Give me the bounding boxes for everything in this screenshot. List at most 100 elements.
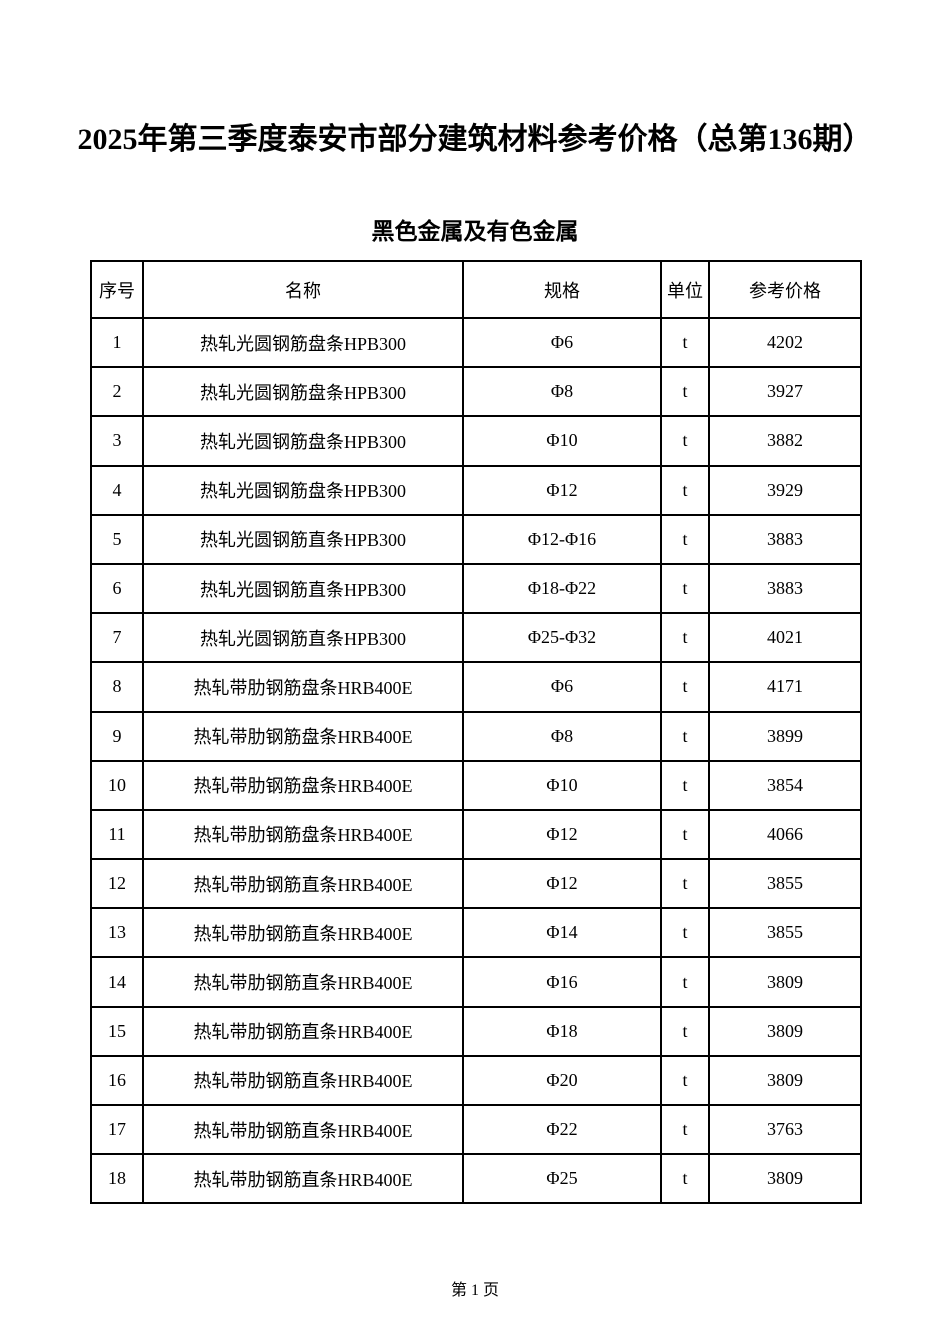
cell-price: 3882 — [708, 415, 862, 467]
table-row: 10 热轧带肋钢筋盘条HRB400E Φ10 t 3854 — [90, 759, 862, 811]
cell-price: 3929 — [708, 464, 862, 516]
cell-seq: 2 — [90, 366, 144, 418]
cell-spec: Φ14 — [462, 907, 662, 959]
cell-seq: 13 — [90, 907, 144, 959]
cell-seq: 17 — [90, 1103, 144, 1156]
cell-spec: Φ10 — [462, 415, 662, 467]
cell-spec: Φ12 — [462, 464, 662, 516]
column-header-4: 参考价格 — [708, 260, 862, 319]
column-header-0: 序号 — [90, 260, 144, 319]
table-row: 1 热轧光圆钢筋盘条HPB300 Φ6 t 4202 — [90, 316, 862, 369]
table-row: 11 热轧带肋钢筋盘条HRB400E Φ12 t 4066 — [90, 808, 862, 861]
cell-name: 热轧带肋钢筋直条HRB400E — [142, 1005, 464, 1057]
cell-name: 热轧带肋钢筋盘条HRB400E — [142, 808, 464, 861]
cell-seq: 8 — [90, 661, 144, 713]
table-row: 18 热轧带肋钢筋直条HRB400E Φ25 t 3809 — [90, 1153, 862, 1205]
cell-name: 热轧带肋钢筋盘条HRB400E — [142, 710, 464, 762]
cell-unit: t — [660, 956, 710, 1008]
price-table: 序号 名称 规格 单位 参考价格 1 热轧光圆钢筋盘条HPB300 Φ6 t 4202 2 热轧光圆… — [90, 260, 862, 1205]
cell-unit: t — [660, 1054, 710, 1107]
cell-price: 3927 — [708, 366, 862, 418]
cell-name: 热轧带肋钢筋直条HRB400E — [142, 1054, 464, 1107]
cell-unit: t — [660, 710, 710, 762]
table-row: 15 热轧带肋钢筋直条HRB400E Φ18 t 3809 — [90, 1005, 862, 1057]
cell-seq: 1 — [90, 316, 144, 369]
cell-unit: t — [660, 366, 710, 418]
cell-price: 4171 — [708, 661, 862, 713]
table-row: 4 热轧光圆钢筋盘条HPB300 Φ12 t 3929 — [90, 464, 862, 516]
cell-price: 3855 — [708, 858, 862, 910]
cell-spec: Φ16 — [462, 956, 662, 1008]
table-header: 序号 名称 规格 单位 参考价格 — [90, 260, 862, 319]
cell-price: 3809 — [708, 1005, 862, 1057]
cell-name: 热轧带肋钢筋直条HRB400E — [142, 1103, 464, 1156]
column-header-1: 名称 — [142, 260, 464, 319]
cell-unit: t — [660, 661, 710, 713]
cell-unit: t — [660, 562, 710, 615]
cell-name: 热轧光圆钢筋盘条HPB300 — [142, 316, 464, 369]
cell-unit: t — [660, 415, 710, 467]
cell-spec: Φ8 — [462, 366, 662, 418]
cell-name: 热轧带肋钢筋盘条HRB400E — [142, 759, 464, 811]
table-row: 5 热轧光圆钢筋直条HPB300 Φ12-Φ16 t 3883 — [90, 513, 862, 565]
cell-seq: 18 — [90, 1153, 144, 1205]
cell-spec: Φ6 — [462, 661, 662, 713]
table-row: 2 热轧光圆钢筋盘条HPB300 Φ8 t 3927 — [90, 366, 862, 418]
table-row: 12 热轧带肋钢筋直条HRB400E Φ12 t 3855 — [90, 858, 862, 910]
table-row: 8 热轧带肋钢筋盘条HRB400E Φ6 t 4171 — [90, 661, 862, 713]
cell-price: 3883 — [708, 562, 862, 615]
table-header-row: 序号 名称 规格 单位 参考价格 — [90, 260, 862, 319]
cell-price: 3809 — [708, 1054, 862, 1107]
cell-spec: Φ20 — [462, 1054, 662, 1107]
cell-price: 3809 — [708, 1153, 862, 1205]
section-title: 黑色金属及有色金属 — [371, 218, 579, 244]
cell-seq: 16 — [90, 1054, 144, 1107]
column-header-2: 规格 — [462, 260, 662, 319]
cell-spec: Φ18 — [462, 1005, 662, 1057]
cell-spec: Φ18-Φ22 — [462, 562, 662, 615]
cell-unit: t — [660, 759, 710, 811]
cell-spec: Φ8 — [462, 710, 662, 762]
page-number: 第 1 页 — [450, 1282, 499, 1299]
cell-seq: 14 — [90, 956, 144, 1008]
cell-price: 3855 — [708, 907, 862, 959]
cell-name: 热轧带肋钢筋直条HRB400E — [142, 1153, 464, 1205]
cell-unit: t — [660, 1103, 710, 1156]
cell-price: 3809 — [708, 956, 862, 1008]
cell-name: 热轧光圆钢筋盘条HPB300 — [142, 464, 464, 516]
cell-unit: t — [660, 464, 710, 516]
cell-spec: Φ12-Φ16 — [462, 513, 662, 565]
cell-name: 热轧带肋钢筋直条HRB400E — [142, 907, 464, 959]
table-row: 3 热轧光圆钢筋盘条HPB300 Φ10 t 3882 — [90, 415, 862, 467]
cell-spec: Φ12 — [462, 808, 662, 861]
cell-spec: Φ22 — [462, 1103, 662, 1156]
table-row: 16 热轧带肋钢筋直条HRB400E Φ20 t 3809 — [90, 1054, 862, 1107]
column-header-3: 单位 — [660, 260, 710, 319]
table-row: 7 热轧光圆钢筋直条HPB300 Φ25-Φ32 t 4021 — [90, 612, 862, 664]
cell-unit: t — [660, 808, 710, 861]
table-row: 6 热轧光圆钢筋直条HPB300 Φ18-Φ22 t 3883 — [90, 562, 862, 615]
cell-spec: Φ6 — [462, 316, 662, 369]
document-title: 2025年第三季度泰安市部分建筑材料参考价格（总第136期） — [77, 123, 873, 156]
table-row: 14 热轧带肋钢筋直条HRB400E Φ16 t 3809 — [90, 956, 862, 1008]
cell-price: 3883 — [708, 513, 862, 565]
cell-unit: t — [660, 513, 710, 565]
cell-price: 3854 — [708, 759, 862, 811]
cell-name: 热轧光圆钢筋盘条HPB300 — [142, 415, 464, 467]
cell-price: 4202 — [708, 316, 862, 369]
cell-seq: 5 — [90, 513, 144, 565]
table-body: 1 热轧光圆钢筋盘条HPB300 Φ6 t 4202 2 热轧光圆钢筋盘条HPB300 Φ8 t… — [90, 316, 862, 1205]
cell-name: 热轧光圆钢筋盘条HPB300 — [142, 366, 464, 418]
table-row: 9 热轧带肋钢筋盘条HRB400E Φ8 t 3899 — [90, 710, 862, 762]
cell-price: 4021 — [708, 612, 862, 664]
table-row: 17 热轧带肋钢筋直条HRB400E Φ22 t 3763 — [90, 1103, 862, 1156]
cell-name: 热轧带肋钢筋盘条HRB400E — [142, 661, 464, 713]
cell-name: 热轧光圆钢筋直条HPB300 — [142, 562, 464, 615]
cell-spec: Φ25 — [462, 1153, 662, 1205]
cell-seq: 6 — [90, 562, 144, 615]
cell-name: 热轧光圆钢筋直条HPB300 — [142, 612, 464, 664]
cell-seq: 15 — [90, 1005, 144, 1057]
cell-unit: t — [660, 858, 710, 910]
cell-unit: t — [660, 612, 710, 664]
cell-unit: t — [660, 1005, 710, 1057]
